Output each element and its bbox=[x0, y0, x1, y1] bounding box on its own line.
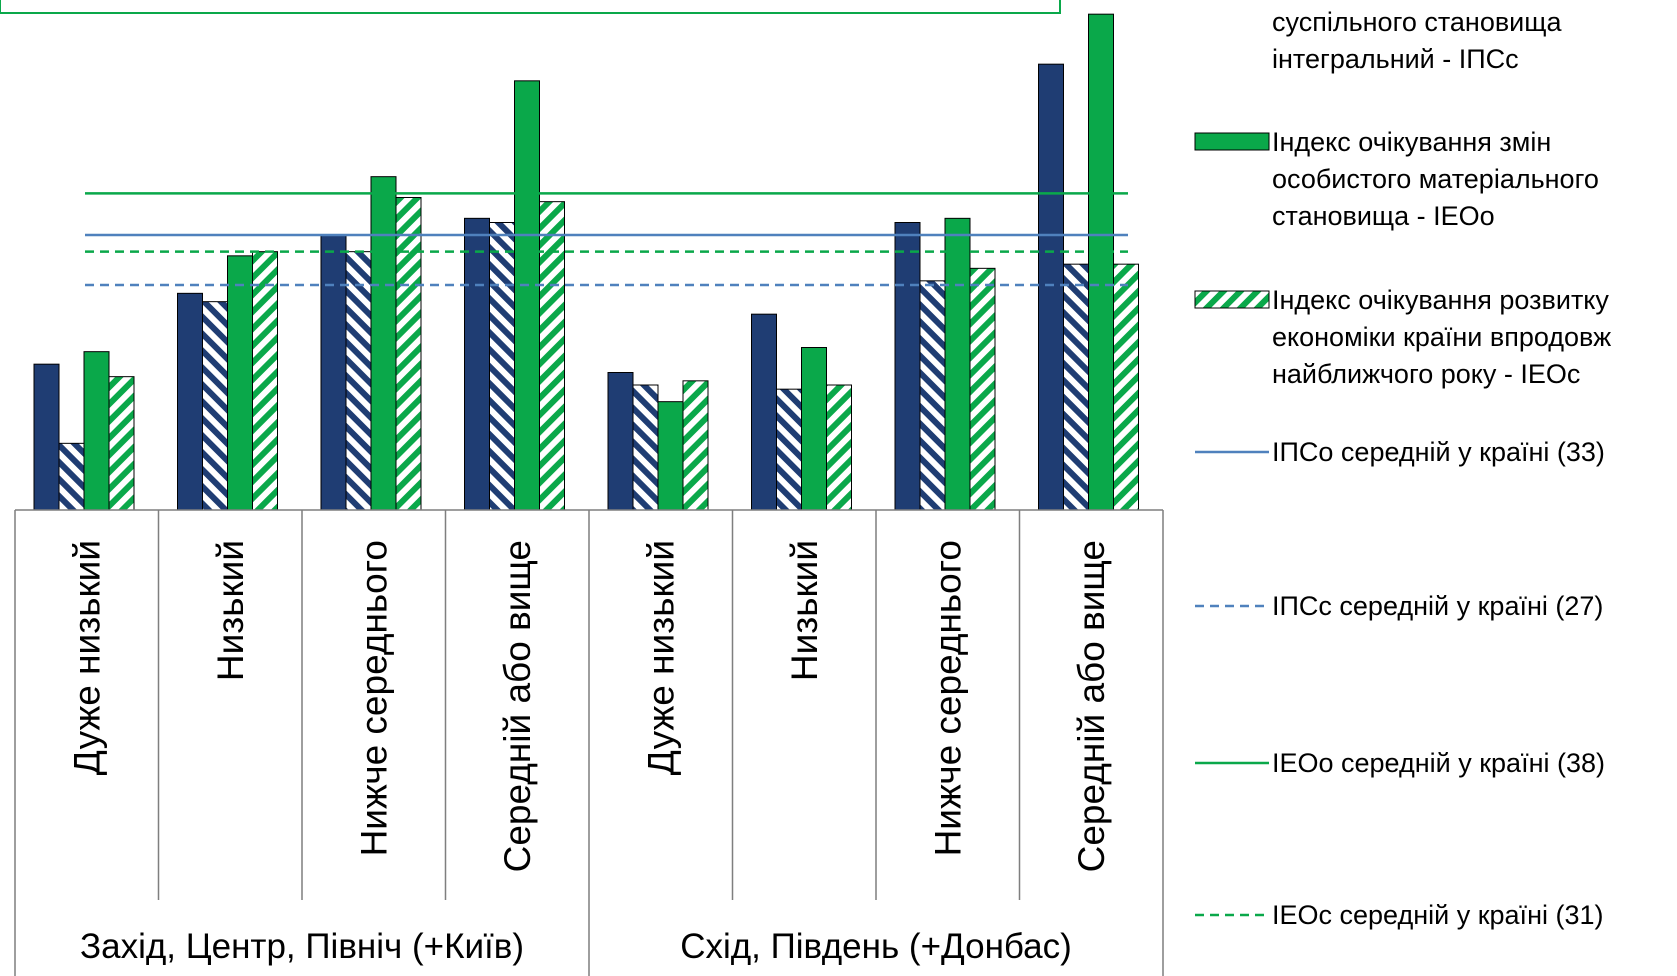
category-label: Середній або вище bbox=[497, 540, 538, 872]
legend-label: особистого матеріального bbox=[1272, 164, 1599, 194]
legend-swatch-3 bbox=[1194, 290, 1270, 309]
legend-label: економіки країни впродовж bbox=[1272, 322, 1611, 352]
bar-s3-c3 bbox=[370, 176, 397, 511]
bar-s2-c6 bbox=[776, 388, 802, 511]
bar-area bbox=[33, 13, 1139, 511]
reference-lines bbox=[85, 192, 1128, 287]
group-label: Захід, Центр, Північ (+Київ) bbox=[80, 927, 524, 966]
category-label: Дуже низький bbox=[640, 540, 681, 775]
bar-s2-c1 bbox=[58, 442, 85, 511]
legend-label: найближчого року - ІЕОс bbox=[1272, 359, 1580, 389]
group-label: Схід, Південь (+Донбас) bbox=[680, 927, 1072, 966]
bar-s2-c4 bbox=[489, 222, 515, 511]
bar-s4-c6 bbox=[826, 384, 852, 511]
bar-s1-c3 bbox=[320, 234, 347, 511]
bar-s3-c5 bbox=[657, 401, 684, 511]
bar-s4-c5 bbox=[682, 380, 709, 511]
bar-s2-c7 bbox=[919, 280, 946, 511]
bar-s1-c8 bbox=[1038, 63, 1064, 511]
bar-s1-c2 bbox=[177, 292, 203, 511]
bar-s1-c7 bbox=[894, 222, 921, 511]
bar-s4-c1 bbox=[108, 376, 135, 511]
bar-s1-c6 bbox=[751, 313, 777, 511]
legend-label: Індекс очікування змін bbox=[1272, 127, 1551, 157]
bar-s2-c2 bbox=[202, 301, 228, 511]
legend-label: ІПСо середній у країні (33) bbox=[1272, 437, 1605, 467]
bar-s3-c8 bbox=[1088, 13, 1114, 511]
bar-s4-c3 bbox=[395, 197, 422, 511]
legend-label: інтегральний - ІПСс bbox=[1272, 44, 1519, 74]
legend-label: становища - ІЕОо bbox=[1272, 201, 1495, 231]
bar-s2-c8 bbox=[1063, 263, 1089, 511]
bar-s3-c7 bbox=[944, 217, 971, 511]
bar-s1-c1 bbox=[33, 363, 60, 511]
bar-s3-c2 bbox=[227, 255, 253, 511]
category-label: Нижче середнього bbox=[353, 540, 394, 856]
bar-s4-c7 bbox=[969, 267, 996, 511]
bar-s4-c4 bbox=[539, 201, 565, 511]
legend-label: Індекс очікування розвитку bbox=[1272, 285, 1609, 315]
category-label: Дуже низький bbox=[66, 540, 107, 775]
category-label: Середній або вище bbox=[1071, 540, 1112, 872]
legend-label: ІЕОс середній у країні (31) bbox=[1272, 900, 1604, 930]
bar-s1-c4 bbox=[464, 217, 490, 511]
bar-s3-c4 bbox=[514, 80, 540, 511]
bar-s3-c6 bbox=[801, 347, 827, 511]
legend: суспільного становища інтегральний - ІПСс… bbox=[1194, 7, 1611, 930]
bar-s4-c8 bbox=[1113, 263, 1139, 511]
bar-s3-c1 bbox=[83, 351, 110, 511]
category-label: Нижче середнього bbox=[927, 540, 968, 856]
legend-label: ІПСс середній у країні (27) bbox=[1272, 591, 1603, 621]
category-label: Низький bbox=[210, 540, 251, 681]
category-axis: Дуже низький Низький Нижче середнього Серед… bbox=[14, 509, 1164, 976]
bar-s4-c2 bbox=[252, 251, 278, 511]
bar-s2-c5 bbox=[632, 384, 659, 511]
bar-s2-c3 bbox=[345, 251, 372, 511]
legend-label: суспільного становища bbox=[1272, 7, 1562, 37]
bar-s1-c5 bbox=[607, 372, 634, 511]
category-label: Низький bbox=[784, 540, 825, 681]
title-box-border bbox=[0, 0, 1061, 14]
legend-label: ІЕОо середній у країні (38) bbox=[1272, 748, 1605, 778]
legend-swatch-2 bbox=[1194, 132, 1270, 151]
